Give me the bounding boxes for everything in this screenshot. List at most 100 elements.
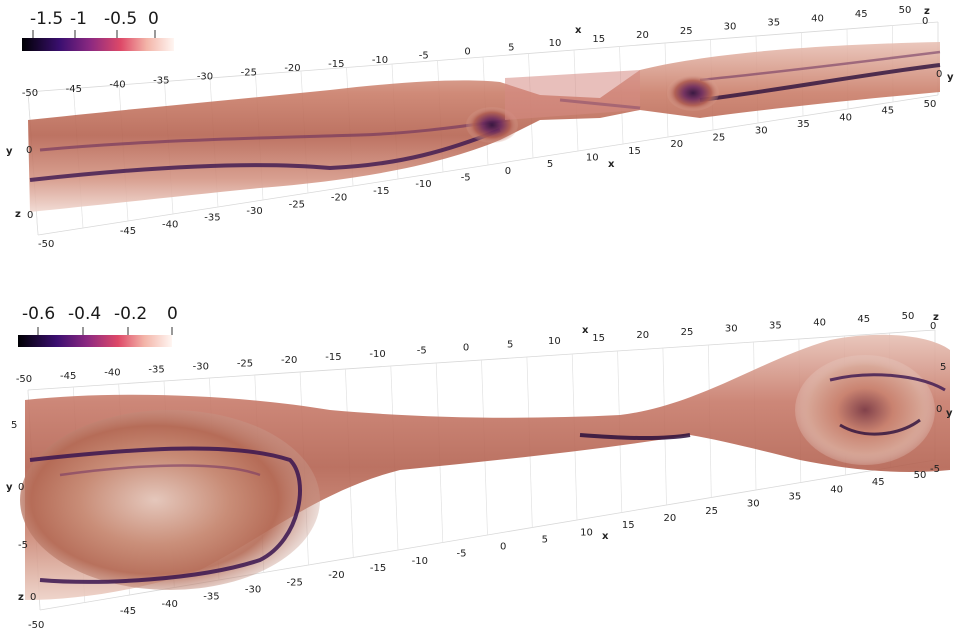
bottom-x-bottom-tick-label: -25 [287, 577, 303, 588]
top-volume-render: -1.5 -1 -0.5 0 -50 -45 -40 -35 -30 -25 -20 -15 [6, 5, 954, 250]
bottom-x-top-tick-label: -15 [325, 352, 341, 363]
top-x-top-tick-label: -50 [22, 88, 38, 99]
top-y-axis-label: y [6, 146, 13, 157]
top-x-ticks-bottom: -45 -40 -35 -30 -25 -20 -15 -10 -5 0 5 10 15 20 25 30 35… [120, 99, 937, 237]
bottom-x-axis-label-bottom: x [602, 531, 609, 542]
bottom-x-top-tick-label: -30 [193, 361, 209, 372]
top-x-bottom-tick-label: 0 [505, 166, 511, 177]
bottom-x-bottom-tick-label: -20 [328, 570, 344, 581]
top-x-top-tick-label: -35 [153, 76, 169, 87]
top-colorbar-tick-label: -0.5 [104, 9, 137, 29]
bottom-x-top-tick-label: 0 [463, 343, 469, 354]
top-x-top-tick-label: 30 [724, 22, 737, 33]
top-x-top-tick-label: 10 [549, 38, 562, 49]
bottom-volume-panel: -0.6 -0.4 -0.2 0 -50 -45 -40 -35 -30 -25 -20 -1… [0, 300, 955, 630]
top-z-tick-right: 0 [922, 16, 928, 27]
top-x-bottom-tick-label: -10 [415, 179, 431, 190]
top-x-top-tick-label: -20 [284, 63, 300, 74]
top-x-bottom-tick-label: -5 [461, 173, 471, 184]
top-colorbar-tick-label: 0 [148, 9, 159, 29]
top-x-bottom-tick-label: 50 [924, 99, 937, 110]
bottom-x-top-tick-label: 10 [548, 336, 561, 347]
bottom-colorbar-tick-label: -0.6 [22, 304, 55, 324]
top-x-bottom-tick-label: 15 [628, 146, 641, 157]
top-x-bottom-tick-label: -25 [289, 199, 305, 210]
top-x-bottom-tick-label: 45 [881, 106, 894, 117]
bottom-x-bottom-tick-label: -15 [370, 563, 386, 574]
bottom-x-ticks-bottom: -45 -40 -35 -30 -25 -20 -15 -10 -5 0 5 10 15 20 25 30 35… [120, 470, 927, 617]
top-x-top-tick-label: 5 [508, 42, 514, 53]
top-volume-panel: -1.5 -1 -0.5 0 -50 -45 -40 -35 -30 -25 -20 -15 [0, 0, 955, 262]
bottom-colorbar: -0.6 -0.4 -0.2 0 [18, 304, 178, 347]
bottom-x-bottom-tick-label: -35 [203, 592, 219, 603]
top-x-bottom-tick-label: 10 [586, 153, 599, 164]
bottom-bottom-left-tick: -50 [28, 620, 44, 630]
top-x-top-tick-label: -10 [372, 55, 388, 66]
bottom-x-bottom-tick-label: -5 [457, 549, 467, 560]
top-x-top-tick-label: 15 [592, 34, 605, 45]
bottom-x-top-tick-label: 45 [857, 314, 870, 325]
top-x-bottom-tick-label: -20 [331, 193, 347, 204]
bottom-x-bottom-tick-label: 45 [872, 477, 885, 488]
top-z-axis-label-right: z [924, 6, 930, 17]
bottom-x-bottom-tick-label: 15 [622, 520, 635, 531]
bottom-y-tick: -5 [18, 540, 28, 551]
bottom-x-bottom-tick-label: 0 [500, 542, 506, 553]
bottom-x-bottom-tick-label: 35 [789, 492, 802, 503]
bottom-x-top-tick-label: 30 [725, 324, 738, 335]
bottom-vortex-right [795, 355, 935, 465]
bottom-x-bottom-tick-label: 5 [542, 534, 548, 545]
top-z-axis-label: z [15, 209, 21, 220]
top-x-top-tick-label: 25 [680, 26, 693, 37]
bottom-x-bottom-tick-label: 30 [747, 499, 760, 510]
bottom-x-top-tick-label: -5 [417, 346, 427, 357]
top-x-bottom-tick-label: 25 [713, 132, 726, 143]
top-z-tick: 0 [27, 210, 33, 221]
top-x-top-tick-label: -30 [197, 71, 213, 82]
bottom-x-ticks-top: -50 -45 -40 -35 -30 -25 -20 -15 -10 -5 0 5 10 15 20 25 3… [16, 311, 915, 385]
bottom-z-tick: 0 [30, 592, 36, 603]
bottom-right-y-tick: 5 [940, 362, 946, 373]
bottom-x-top-tick-label: 5 [507, 339, 513, 350]
bottom-x-top-tick-label: 50 [902, 311, 915, 322]
top-x-top-tick-label: -45 [66, 84, 82, 95]
top-x-bottom-tick-label: 35 [797, 119, 810, 130]
top-x-bottom-tick-label: 30 [755, 126, 768, 137]
bottom-x-top-tick-label: -20 [281, 355, 297, 366]
top-x-top-tick-label: 40 [811, 13, 824, 24]
bottom-x-bottom-tick-label: 50 [914, 470, 927, 481]
bottom-colorbar-tick-label: 0 [167, 304, 178, 324]
top-x-bottom-tick-label: 5 [547, 159, 553, 170]
top-y-axis-label-right: y [947, 72, 954, 83]
top-x-axis-label: x [575, 25, 582, 36]
bottom-y-tick: 5 [11, 420, 17, 431]
bottom-volume-render: -0.6 -0.4 -0.2 0 -50 -45 -40 -35 -30 -25 -20 -1… [6, 304, 953, 630]
bottom-x-bottom-tick-label: -40 [162, 599, 178, 610]
bottom-x-bottom-tick-label: -30 [245, 585, 261, 596]
bottom-colorbar-gradient [18, 335, 172, 347]
top-x-axis-label-bottom: x [608, 159, 615, 170]
bottom-x-top-tick-label: -35 [148, 365, 164, 376]
bottom-colorbar-tick-label: -0.4 [68, 304, 101, 324]
bottom-x-top-tick-label: 25 [681, 327, 694, 338]
top-flow-tube [28, 42, 941, 212]
bottom-x-bottom-tick-label: 20 [664, 513, 677, 524]
bottom-colorbar-tick-label: -0.2 [114, 304, 147, 324]
bottom-x-top-tick-label: 35 [769, 321, 782, 332]
top-y-tick: 0 [26, 145, 32, 156]
bottom-y-tick: 0 [18, 482, 24, 493]
top-y-tick-right: 0 [936, 69, 942, 80]
bottom-x-bottom-tick-label: -10 [412, 556, 428, 567]
top-x-bottom-tick-label: -30 [246, 206, 262, 217]
bottom-x-top-tick-label: -45 [60, 371, 76, 382]
bottom-x-bottom-tick-label: 40 [830, 484, 843, 495]
bottom-x-top-tick-label: -25 [237, 358, 253, 369]
top-x-bottom-tick-label: -45 [120, 226, 136, 237]
top-colorbar-tick-label: -1 [70, 9, 87, 29]
bottom-x-bottom-tick-label: -45 [120, 606, 136, 617]
top-x-top-tick-label: 35 [767, 18, 780, 29]
top-x-top-tick-label: 20 [636, 30, 649, 41]
top-x-bottom-tick-label: -35 [204, 213, 220, 224]
top-colorbar-gradient [22, 38, 174, 51]
top-x-top-tick-label: 45 [855, 9, 868, 20]
